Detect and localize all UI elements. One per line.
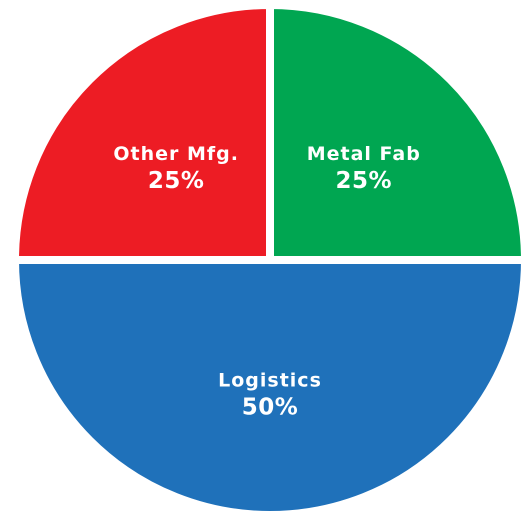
pie-slice-metal-fab bbox=[266, 0, 530, 264]
slice-value-metal-fab: 25% bbox=[336, 168, 393, 194]
labels-layer: Metal Fab 25% Logistics 50% Other Mfg. 25% bbox=[113, 143, 421, 421]
slice-label-metal-fab: Metal Fab bbox=[307, 143, 421, 165]
slice-value-other-mfg: 25% bbox=[148, 168, 205, 194]
pie-slice-logistics bbox=[10, 256, 530, 518]
pie-slice-other-mfg bbox=[10, 0, 274, 264]
slice-value-logistics: 50% bbox=[242, 395, 299, 421]
slice-label-logistics: Logistics bbox=[218, 370, 322, 392]
slices-layer bbox=[10, 0, 530, 518]
slice-label-other-mfg: Other Mfg. bbox=[113, 143, 239, 165]
